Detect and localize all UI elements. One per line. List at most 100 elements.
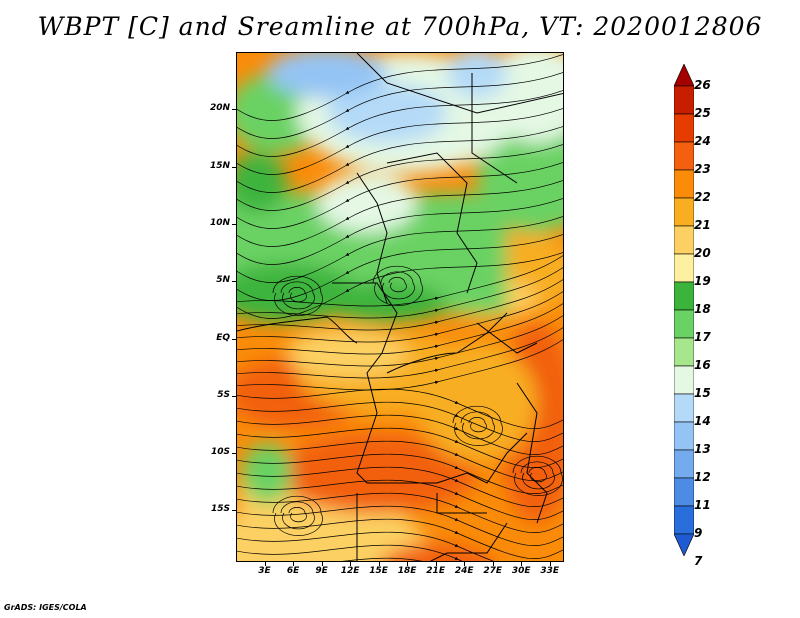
streamline xyxy=(237,233,563,301)
streamline xyxy=(452,405,503,446)
colorbar-label: 20 xyxy=(694,246,711,260)
colorbar-label: 12 xyxy=(694,470,711,484)
lon-tick xyxy=(492,562,494,566)
streamline xyxy=(288,287,307,303)
colorbar-swatch xyxy=(674,533,694,556)
streamline xyxy=(272,495,323,536)
streamline xyxy=(372,265,423,306)
lat-tick-label: 5N xyxy=(216,275,230,286)
lon-tick xyxy=(264,562,266,566)
colorbar-swatch xyxy=(674,225,694,255)
streamline xyxy=(237,492,563,533)
map-canvas xyxy=(237,53,563,561)
colorbar-label: 14 xyxy=(694,414,711,428)
colorbar-label: 22 xyxy=(694,190,711,204)
streamline xyxy=(237,161,563,229)
streamline xyxy=(237,255,563,307)
lat-tick xyxy=(232,338,236,340)
lat-tick xyxy=(232,453,236,455)
lon-tick-label: 18E xyxy=(397,566,417,576)
lat-tick xyxy=(232,109,236,111)
colorbar-swatch xyxy=(674,64,694,87)
lat-tick-label: 15N xyxy=(209,160,230,171)
streamline xyxy=(380,271,415,300)
colorbar-swatch xyxy=(674,365,694,395)
streamline xyxy=(280,281,315,310)
lat-tick xyxy=(232,395,236,397)
streamline xyxy=(237,531,494,561)
colorbar-swatch xyxy=(674,505,694,535)
colorbar-label: 15 xyxy=(694,386,711,400)
streamline xyxy=(288,507,307,523)
streamline xyxy=(237,315,563,367)
lat-tick-label: 15S xyxy=(210,504,230,515)
colorbar-swatch xyxy=(674,281,694,311)
lon-tick-label: 6E xyxy=(286,566,300,576)
colorbar-swatch xyxy=(674,421,694,451)
colorbar-label: 26 xyxy=(694,78,711,92)
lon-tick-label: 30E xyxy=(511,566,531,576)
streamline xyxy=(237,505,563,546)
streamlines xyxy=(237,53,563,561)
lat-tick-label: EQ xyxy=(216,332,230,343)
colorbar-swatch xyxy=(674,113,694,143)
colorbar-swatch xyxy=(674,309,694,339)
colorbar-label: 13 xyxy=(694,442,711,456)
colorbar-swatch xyxy=(674,337,694,367)
lon-tick xyxy=(407,562,409,566)
lon-tick xyxy=(321,562,323,566)
streamline xyxy=(468,417,487,433)
streamline xyxy=(237,327,563,379)
credit-text: GrADS: IGES/COLA xyxy=(4,603,87,612)
streamline xyxy=(512,455,563,496)
streamline xyxy=(280,501,315,530)
lon-tick-label: 15E xyxy=(369,566,388,576)
streamline xyxy=(237,107,563,175)
colorbar-label: 11 xyxy=(694,498,711,512)
lon-tick xyxy=(464,562,466,566)
lon-tick-label: 12E xyxy=(340,566,360,576)
streamline xyxy=(237,197,563,265)
lon-tick xyxy=(293,562,295,566)
colorbar-label: 17 xyxy=(694,330,711,344)
colorbar-label: 9 xyxy=(694,526,703,540)
lat-tick-label: 5S xyxy=(217,389,230,400)
streamline xyxy=(237,267,563,319)
streamline xyxy=(237,440,563,481)
streamline xyxy=(237,388,563,429)
colorbar-label: 24 xyxy=(694,134,711,148)
colorbar-label: 16 xyxy=(694,358,711,372)
streamline xyxy=(237,453,563,494)
streamline xyxy=(237,291,563,343)
colorbar-swatch xyxy=(674,477,694,507)
colorbar-swatch xyxy=(674,85,694,115)
streamline xyxy=(237,401,563,442)
lat-tick-label: 20N xyxy=(209,103,230,114)
lat-tick-label: 10N xyxy=(209,217,230,228)
colorbar-label: 23 xyxy=(694,162,711,176)
streamline xyxy=(237,125,563,193)
lon-tick xyxy=(549,562,551,566)
colorbar-label: 18 xyxy=(694,302,711,316)
lon-tick-label: 21E xyxy=(426,566,445,576)
colorbar-label: 19 xyxy=(694,274,711,288)
lat-tick xyxy=(232,223,236,225)
lon-tick-label: 33E xyxy=(540,566,560,576)
streamline xyxy=(237,251,563,319)
streamline xyxy=(237,143,563,211)
colorbar-swatch xyxy=(674,449,694,479)
colorbar-label: 7 xyxy=(694,554,703,568)
lon-tick xyxy=(350,562,352,566)
streamline xyxy=(237,215,563,283)
colorbar-swatch xyxy=(674,169,694,199)
streamline xyxy=(520,461,555,490)
lat-tick xyxy=(232,166,236,168)
colorbar-swatch xyxy=(674,141,694,171)
streamline xyxy=(388,277,407,293)
lon-tick xyxy=(378,562,380,566)
lon-tick xyxy=(521,562,523,566)
chart-title: WBPT [C] and Sreamline at 700hPa, VT: 20… xyxy=(37,12,763,41)
lon-tick-label: 3E xyxy=(258,566,271,576)
streamline xyxy=(272,275,323,316)
lat-tick xyxy=(232,510,236,512)
